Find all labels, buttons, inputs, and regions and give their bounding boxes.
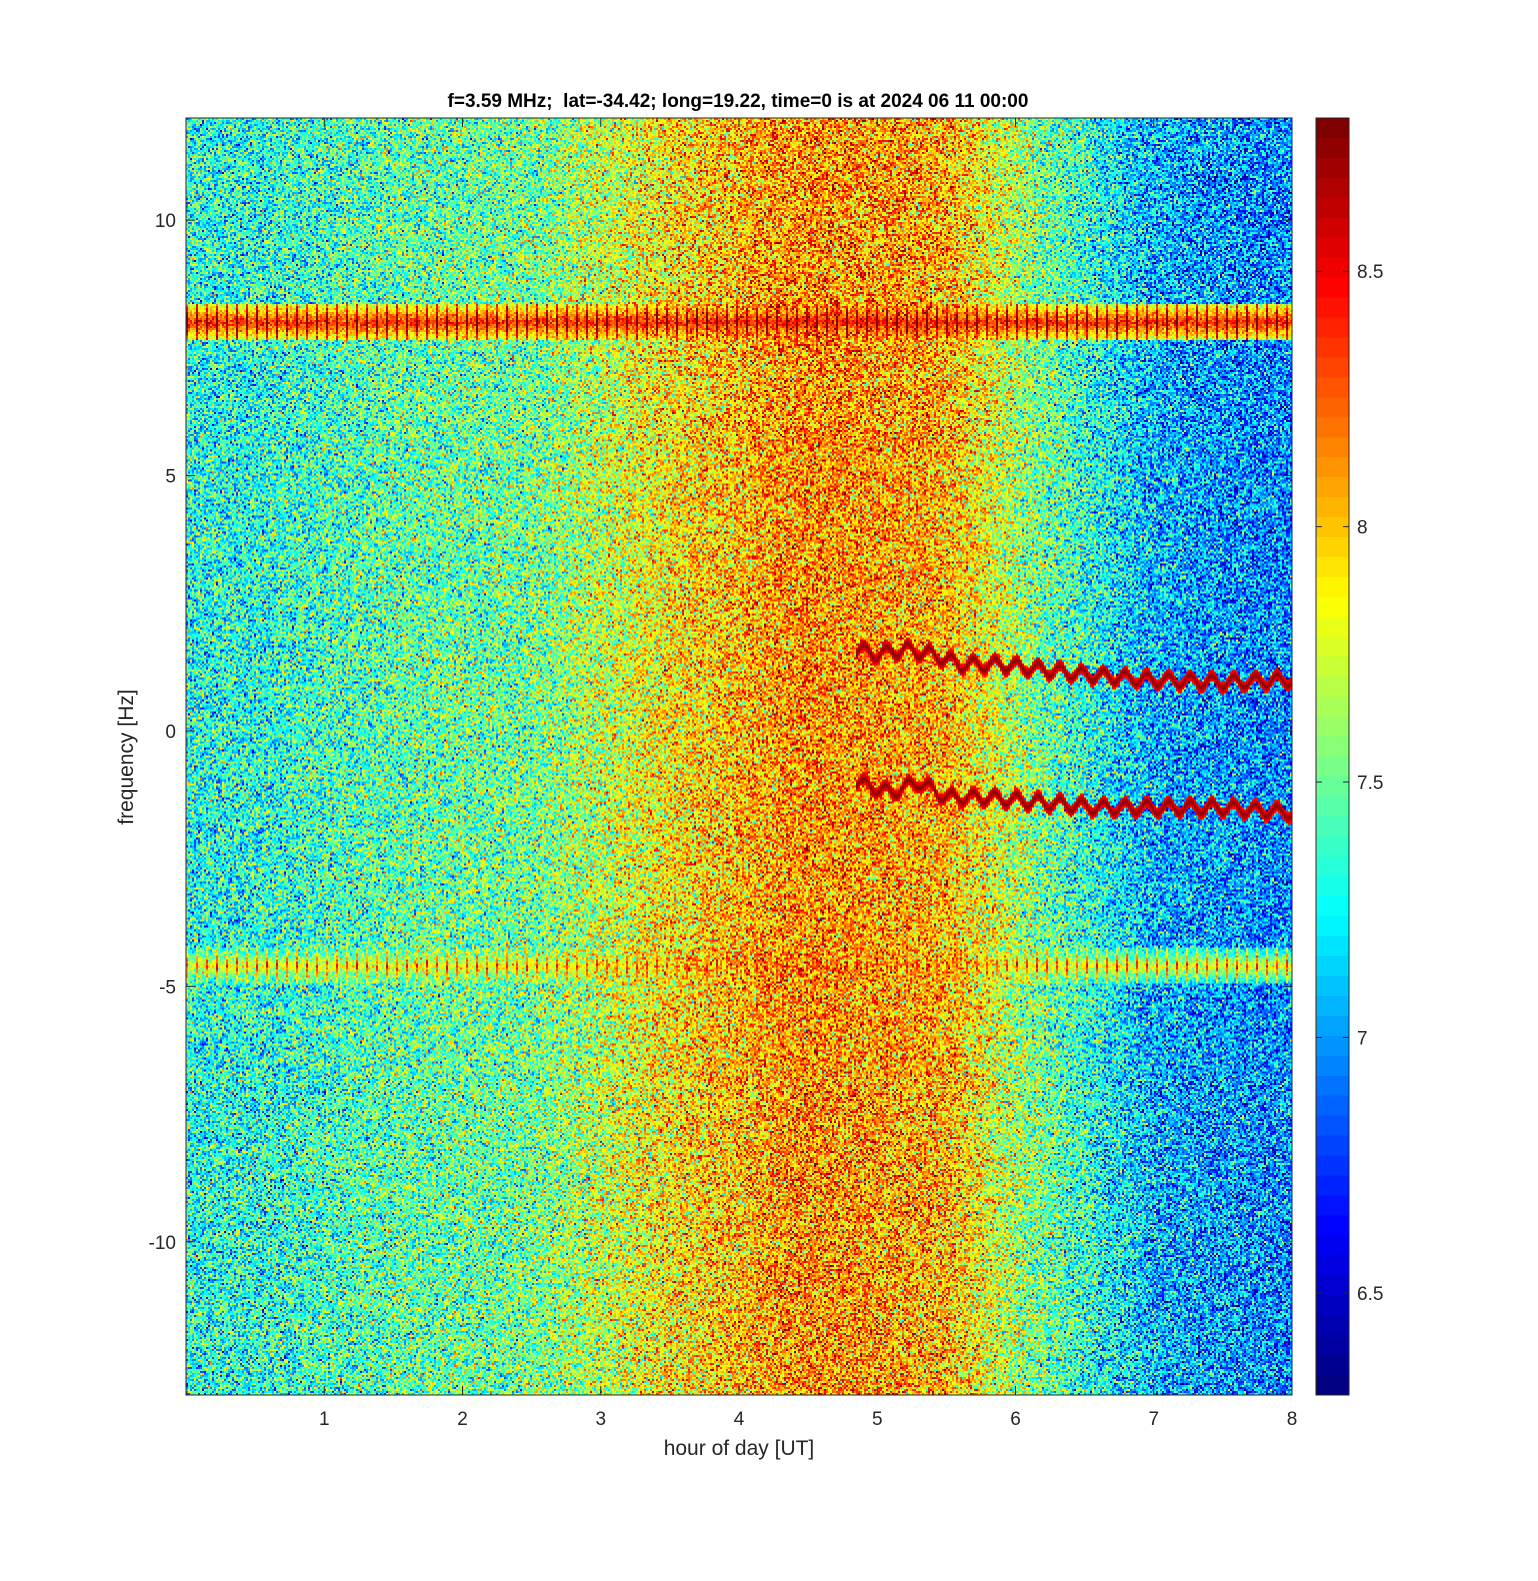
x-tick-label: 7 <box>1148 1409 1159 1430</box>
heatmap-image <box>186 118 1292 1395</box>
colorbar-tick-label: 7.5 <box>1357 773 1383 794</box>
y-tick-label: 10 <box>155 211 176 232</box>
colorbar: 8.5 8 7.5 7 6.5 <box>1315 117 1383 1396</box>
x-tick-label: 3 <box>595 1409 606 1430</box>
y-tick-label: -10 <box>149 1233 176 1254</box>
colorbar-tick-label: 8 <box>1357 518 1368 539</box>
colorbar-ticks: 8.5 8 7.5 7 6.5 <box>1316 262 1383 1305</box>
x-tick-label: 6 <box>1010 1409 1021 1430</box>
colorbar-gradient <box>1316 118 1349 1395</box>
x-tick-label: 4 <box>734 1409 745 1430</box>
x-axis-label: hour of day [UT] <box>664 1437 815 1460</box>
x-tick-label: 5 <box>872 1409 883 1430</box>
x-tick-label: 8 <box>1287 1409 1298 1430</box>
y-axis: 10 5 0 -5 -10 <box>149 211 1292 1254</box>
plot-area <box>185 117 1293 1396</box>
colorbar-tick-label: 6.5 <box>1357 1284 1383 1305</box>
y-tick-label: 5 <box>165 467 176 488</box>
x-axis: 1 2 3 4 5 6 7 8 <box>319 118 1297 1430</box>
colorbar-frame <box>1315 117 1350 1396</box>
y-tick-label: -5 <box>159 977 176 998</box>
x-tick-label: 2 <box>457 1409 468 1430</box>
colorbar-tick-label: 8.5 <box>1357 262 1383 283</box>
y-axis-label: frequency [Hz] <box>115 689 138 824</box>
x-tick-label: 1 <box>319 1409 330 1430</box>
y-tick-label: 0 <box>165 722 176 743</box>
colorbar-tick-label: 7 <box>1357 1028 1368 1049</box>
chart-title: f=3.59 MHz; lat=-34.42; long=19.22, time… <box>448 91 1029 112</box>
